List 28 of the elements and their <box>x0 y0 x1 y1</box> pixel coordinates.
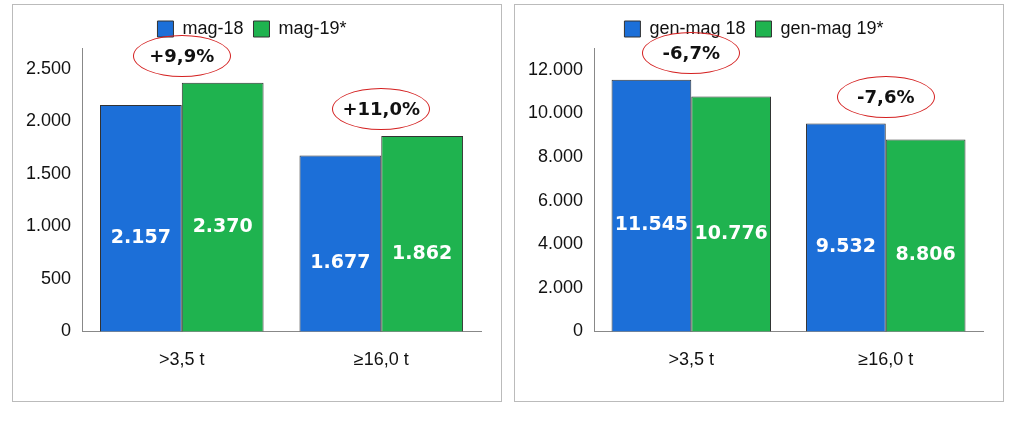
x-tick-label: >3,5 t <box>668 349 715 370</box>
y-tick-label: 4.000 <box>538 233 584 254</box>
y-tick-label: 1.000 <box>26 215 72 236</box>
y-tick-label: 1.500 <box>26 162 72 183</box>
y-tick-label: 2.000 <box>538 276 584 297</box>
data-label: 11.545 <box>614 212 689 235</box>
legend-label: mag-19* <box>278 17 347 38</box>
y-tick-label: 500 <box>41 267 72 288</box>
data-label: 9.532 <box>815 234 876 257</box>
y-tick-label: 12.000 <box>527 58 584 79</box>
legend-label: gen-mag 18 <box>649 17 746 38</box>
y-tick-label: 0 <box>573 320 584 341</box>
data-label: 2.370 <box>192 213 253 236</box>
y-tick-label: 6.000 <box>538 189 584 210</box>
x-tick-label: >3,5 t <box>159 349 205 370</box>
y-tick-label: 2.500 <box>26 57 72 78</box>
data-label: 10.776 <box>694 220 768 243</box>
data-label: 1.862 <box>392 240 453 263</box>
data-label: 8.806 <box>895 242 956 265</box>
x-tick-label: ≥16,0 t <box>858 349 914 370</box>
y-tick-label: 8.000 <box>538 145 584 166</box>
y-tick-label: 10.000 <box>527 102 584 123</box>
x-tick-label: ≥16,0 t <box>353 349 409 370</box>
legend-label: gen-mag 19* <box>780 17 884 38</box>
y-tick-label: 0 <box>61 320 72 341</box>
data-label: 2.157 <box>110 225 171 248</box>
y-tick-label: 2.000 <box>26 110 72 131</box>
data-label: 1.677 <box>310 250 371 273</box>
